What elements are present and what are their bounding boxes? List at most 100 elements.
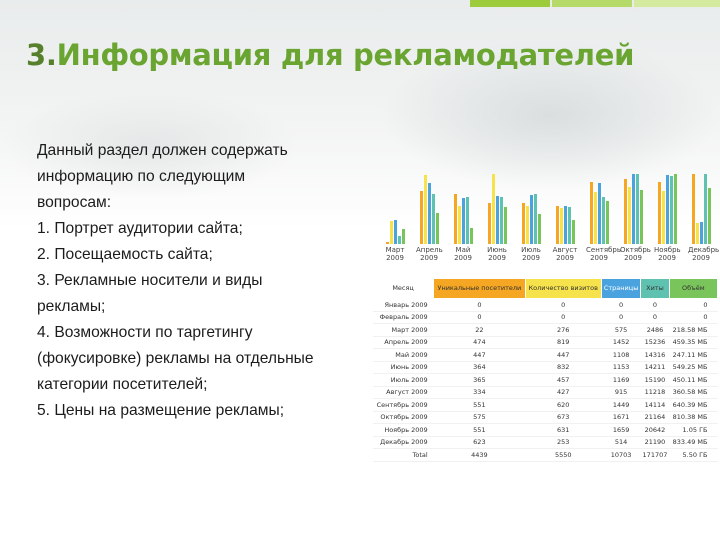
chart-month-year: 2009 [420, 254, 438, 262]
table-cell: 14114 [640, 398, 670, 412]
table-cell: 1.05 ГБ [669, 423, 718, 437]
header-bytes: Объём [668, 278, 719, 299]
chart-bar [496, 196, 499, 244]
chart-month-label: Ноябрь 2009 [654, 246, 681, 262]
chart-month-label: Май 2009 [450, 246, 476, 262]
chart-bar [386, 242, 389, 244]
body-line: информацию по следующим [37, 168, 246, 185]
table-row: Март 2009 22 276 575 2486 218.58 МБ [372, 323, 718, 337]
table-cell: 0 [433, 298, 526, 312]
chart-plot-area [376, 170, 716, 244]
chart-month-label: Август 2009 [552, 246, 578, 262]
table-cell: 620 [525, 398, 602, 412]
header-visits: Количество визитов [524, 278, 602, 299]
chart-month-name: Сентябрь [586, 246, 621, 254]
table-row: Май 2009 447 447 1108 14316 247.11 МБ [372, 348, 718, 362]
chart-bar [530, 195, 533, 244]
background-cloud [0, 90, 300, 200]
table-cell: Январь 2009 [372, 298, 434, 312]
chart-x-axis: Март 2009 Апрель 2009 Май 2009 Июнь 2009 Июль 200… [376, 246, 720, 270]
chart-bar [470, 228, 473, 244]
table-cell: Total [372, 448, 434, 462]
table-cell: 5.50 ГБ [669, 448, 718, 462]
body-line: рекламы; [37, 298, 106, 315]
header-month: Месяц [371, 278, 435, 299]
chart-bar [424, 175, 427, 244]
chart-bar [704, 174, 707, 244]
table-cell: 15236 [640, 336, 670, 349]
table-cell: 365 [433, 373, 526, 387]
table-cell: 673 [525, 411, 602, 424]
table-row: Сентябрь 2009 551 620 1449 14114 640.39 МБ [372, 398, 718, 412]
table-cell: 276 [525, 323, 602, 337]
slide-body: Данный раздел должен содержать информаци… [37, 138, 367, 424]
table-cell: 21190 [640, 436, 670, 449]
table-cell: 514 [601, 436, 641, 449]
table-cell: 1449 [601, 398, 641, 412]
table-cell: 1153 [601, 361, 641, 374]
body-line: 4. Возможности по таргетингу [37, 324, 253, 341]
chart-bar [692, 174, 695, 244]
table-cell: 551 [433, 423, 526, 437]
table-cell: 450.11 МБ [669, 373, 718, 387]
body-line: 2. Посещаемость сайта; [37, 246, 213, 263]
table-cell: Август 2009 [372, 386, 434, 399]
table-cell: 819 [525, 336, 602, 349]
table-cell: 575 [433, 411, 526, 424]
chart-bar [504, 207, 507, 244]
table-cell: Март 2009 [372, 323, 434, 337]
chart-month-label: Март 2009 [382, 246, 408, 262]
table-cell: Декабрь 2009 [372, 436, 434, 449]
table-cell: Февраль 2009 [372, 311, 434, 324]
table-cell: 0 [669, 298, 718, 312]
table-cell: 474 [433, 336, 526, 349]
accent-bar [552, 0, 632, 7]
table-row: Июль 2009 365 457 1169 15190 450.11 МБ [372, 373, 718, 387]
chart-bar [432, 194, 435, 244]
table-cell: 20642 [640, 423, 670, 437]
traffic-bar-chart: Март 2009 Апрель 2009 Май 2009 Июнь 2009 Июль 200… [376, 170, 720, 270]
table-row: Октябрь 2009 575 673 1671 21164 810.38 МБ [372, 411, 718, 424]
body-line: 1. Портрет аудитории сайта; [37, 220, 243, 237]
chart-bar [636, 174, 639, 244]
chart-bar [666, 175, 669, 244]
chart-month-year: 2009 [488, 254, 506, 262]
table-row: Июнь 2009 364 832 1153 14211 549.25 МБ [372, 361, 718, 374]
table-cell: Октябрь 2009 [372, 411, 434, 424]
chart-month-year: 2009 [454, 254, 472, 262]
table-cell: 427 [525, 386, 602, 399]
table-cell: 171707 [640, 448, 670, 462]
table-cell: 631 [525, 423, 602, 437]
table-row: Февраль 2009 0 0 0 0 0 [372, 311, 718, 324]
chart-bar [624, 179, 627, 244]
chart-month-name: Май [455, 246, 471, 254]
body-line: 3. Рекламные носители и виды [37, 272, 263, 289]
table-cell: Ноябрь 2009 [372, 423, 434, 437]
chart-bar [594, 192, 597, 244]
chart-bar [572, 220, 575, 244]
chart-bar [662, 191, 665, 244]
body-line: вопросам: [37, 194, 112, 211]
table-cell: 1671 [601, 411, 641, 424]
chart-bar [462, 198, 465, 244]
table-cell: 4439 [433, 448, 526, 462]
chart-bar [488, 203, 491, 244]
body-line: (фокусировке) рекламы на отдельные [37, 350, 314, 367]
table-cell: 0 [669, 311, 718, 324]
table-cell: 334 [433, 386, 526, 399]
table-cell: 0 [640, 298, 670, 312]
chart-bar [436, 213, 439, 244]
chart-bar [670, 176, 673, 244]
table-cell: Май 2009 [372, 348, 434, 362]
table-cell: 10703 [601, 448, 641, 462]
table-cell: 1659 [601, 423, 641, 437]
table-cell: 0 [640, 311, 670, 324]
header-hits: Хиты [640, 278, 670, 299]
table-cell: 15190 [640, 373, 670, 387]
header-pages: Страницы [600, 278, 642, 299]
chart-bar [394, 220, 397, 244]
chart-bar [390, 221, 393, 244]
chart-bar [428, 183, 431, 244]
chart-month-label: Июнь 2009 [484, 246, 510, 262]
chart-bar [560, 208, 563, 244]
